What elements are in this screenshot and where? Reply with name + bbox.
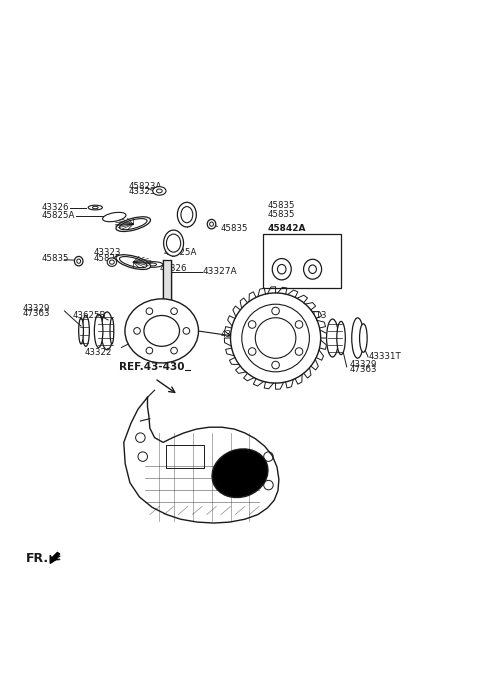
Ellipse shape [164,230,183,256]
Text: 45825A: 45825A [163,248,196,257]
Ellipse shape [101,312,113,350]
Text: 43328: 43328 [221,330,249,339]
Text: 43331T: 43331T [369,352,402,361]
Circle shape [171,348,178,354]
Ellipse shape [212,449,268,498]
Ellipse shape [93,206,98,208]
Ellipse shape [207,220,216,229]
Ellipse shape [120,219,147,229]
Text: 43323: 43323 [94,248,121,257]
Text: FR.: FR. [25,552,48,565]
Circle shape [230,293,321,383]
Ellipse shape [95,314,103,348]
Text: 45823A: 45823A [94,254,127,263]
Ellipse shape [82,316,89,346]
Circle shape [146,348,153,354]
Ellipse shape [303,259,322,279]
Text: 45835: 45835 [220,224,248,234]
Ellipse shape [326,319,338,357]
Ellipse shape [103,213,126,222]
Ellipse shape [125,299,199,363]
Ellipse shape [148,263,156,266]
Text: 45842A: 45842A [267,224,306,234]
Text: 43329: 43329 [349,359,376,368]
Text: 45835: 45835 [267,201,295,210]
Ellipse shape [272,259,291,280]
Text: 43332: 43332 [280,338,308,348]
Text: 47363: 47363 [23,309,50,318]
Circle shape [242,304,310,372]
Ellipse shape [181,206,193,222]
Ellipse shape [110,318,114,344]
Text: 45823A: 45823A [129,181,162,190]
Text: 45825A: 45825A [42,211,75,220]
Ellipse shape [74,256,83,266]
Text: 45835: 45835 [42,254,69,263]
Text: 47363: 47363 [349,366,377,375]
Bar [263,234,341,288]
Ellipse shape [352,318,363,358]
Circle shape [248,320,256,328]
Text: 43213: 43213 [300,311,327,320]
Circle shape [295,320,303,328]
Ellipse shape [178,202,196,227]
Text: 43323: 43323 [129,188,156,197]
Text: 43322: 43322 [84,348,112,357]
Ellipse shape [107,258,117,266]
Circle shape [138,452,147,461]
Ellipse shape [144,316,180,346]
Circle shape [272,307,279,315]
Bar [163,260,171,305]
Text: 43329: 43329 [23,304,50,313]
Text: REF.43-430: REF.43-430 [119,362,184,373]
Circle shape [136,433,145,443]
Text: 43625B: 43625B [73,311,107,320]
Circle shape [248,348,256,355]
Ellipse shape [277,265,286,274]
Text: 45835: 45835 [267,210,295,219]
Polygon shape [50,553,60,564]
Ellipse shape [142,261,163,268]
Circle shape [255,318,296,359]
Text: 43326: 43326 [42,203,69,212]
Ellipse shape [309,265,316,274]
Circle shape [183,327,190,334]
Ellipse shape [77,259,81,263]
Circle shape [264,480,273,490]
Ellipse shape [167,234,180,252]
Ellipse shape [156,189,162,193]
Circle shape [171,308,178,315]
Circle shape [146,308,153,315]
Ellipse shape [116,255,151,270]
Ellipse shape [88,205,102,210]
Ellipse shape [79,318,84,344]
Ellipse shape [116,217,151,231]
Circle shape [134,327,140,334]
Ellipse shape [153,187,166,195]
Ellipse shape [109,260,114,264]
Circle shape [264,452,273,461]
Ellipse shape [360,324,367,352]
Ellipse shape [337,321,345,354]
Bar [167,445,204,468]
Ellipse shape [120,256,147,268]
Text: 43326: 43326 [159,264,187,273]
Circle shape [295,348,303,355]
Text: 43327A: 43327A [203,267,238,276]
Ellipse shape [210,222,214,227]
Circle shape [272,361,279,369]
